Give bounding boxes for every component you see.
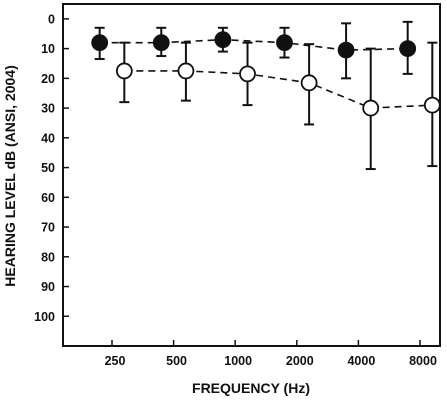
open-circle-point [362, 99, 380, 117]
x-tick-label: 250 [105, 354, 126, 368]
y-axis: 0 10 20 30 40 50 60 70 80 90 100 [34, 12, 69, 324]
y-tick-label: 70 [41, 221, 55, 235]
x-tick-label: 2000 [286, 354, 314, 368]
y-tick-label: 100 [34, 310, 55, 324]
y-tick-label: 0 [48, 12, 55, 26]
x-tick-label: 4000 [347, 354, 375, 368]
filled-circle-point [276, 34, 293, 52]
open-circle-point [423, 96, 441, 114]
x-tick-label: 8000 [409, 354, 437, 368]
series-line [124, 70, 433, 109]
y-tick-label: 80 [41, 250, 55, 264]
x-tick-label: 500 [166, 354, 187, 368]
y-tick-label: 50 [41, 161, 55, 175]
series-line [99, 38, 408, 51]
open-circle-point [300, 74, 318, 92]
x-tick-label: 1000 [224, 354, 252, 368]
filled-circle-point [152, 34, 170, 52]
x-axis: 250 500 1000 2000 4000 8000 [105, 340, 437, 368]
plot-area-frame [62, 3, 441, 347]
open-circle-point [239, 65, 256, 83]
y-tick-label: 90 [41, 280, 55, 294]
y-tick-label: 20 [41, 72, 55, 86]
series-layer [91, 20, 441, 171]
open-circle-point [177, 62, 195, 80]
open-circle-point [115, 62, 133, 80]
y-tick-label: 10 [41, 42, 55, 56]
y-tick-label: 30 [41, 102, 55, 116]
x-axis-label: FREQUENCY (Hz) [192, 380, 310, 396]
series-2 [115, 41, 441, 171]
series-1 [91, 20, 417, 80]
filled-circle-point [399, 40, 417, 58]
filled-circle-point [91, 34, 109, 52]
y-axis-label: HEARING LEVEL dB (ANSI, 2004) [2, 65, 18, 286]
y-tick-label: 60 [41, 191, 55, 205]
filled-circle-point [337, 41, 355, 59]
y-tick-label: 40 [41, 131, 55, 145]
filled-circle-point [214, 31, 232, 49]
